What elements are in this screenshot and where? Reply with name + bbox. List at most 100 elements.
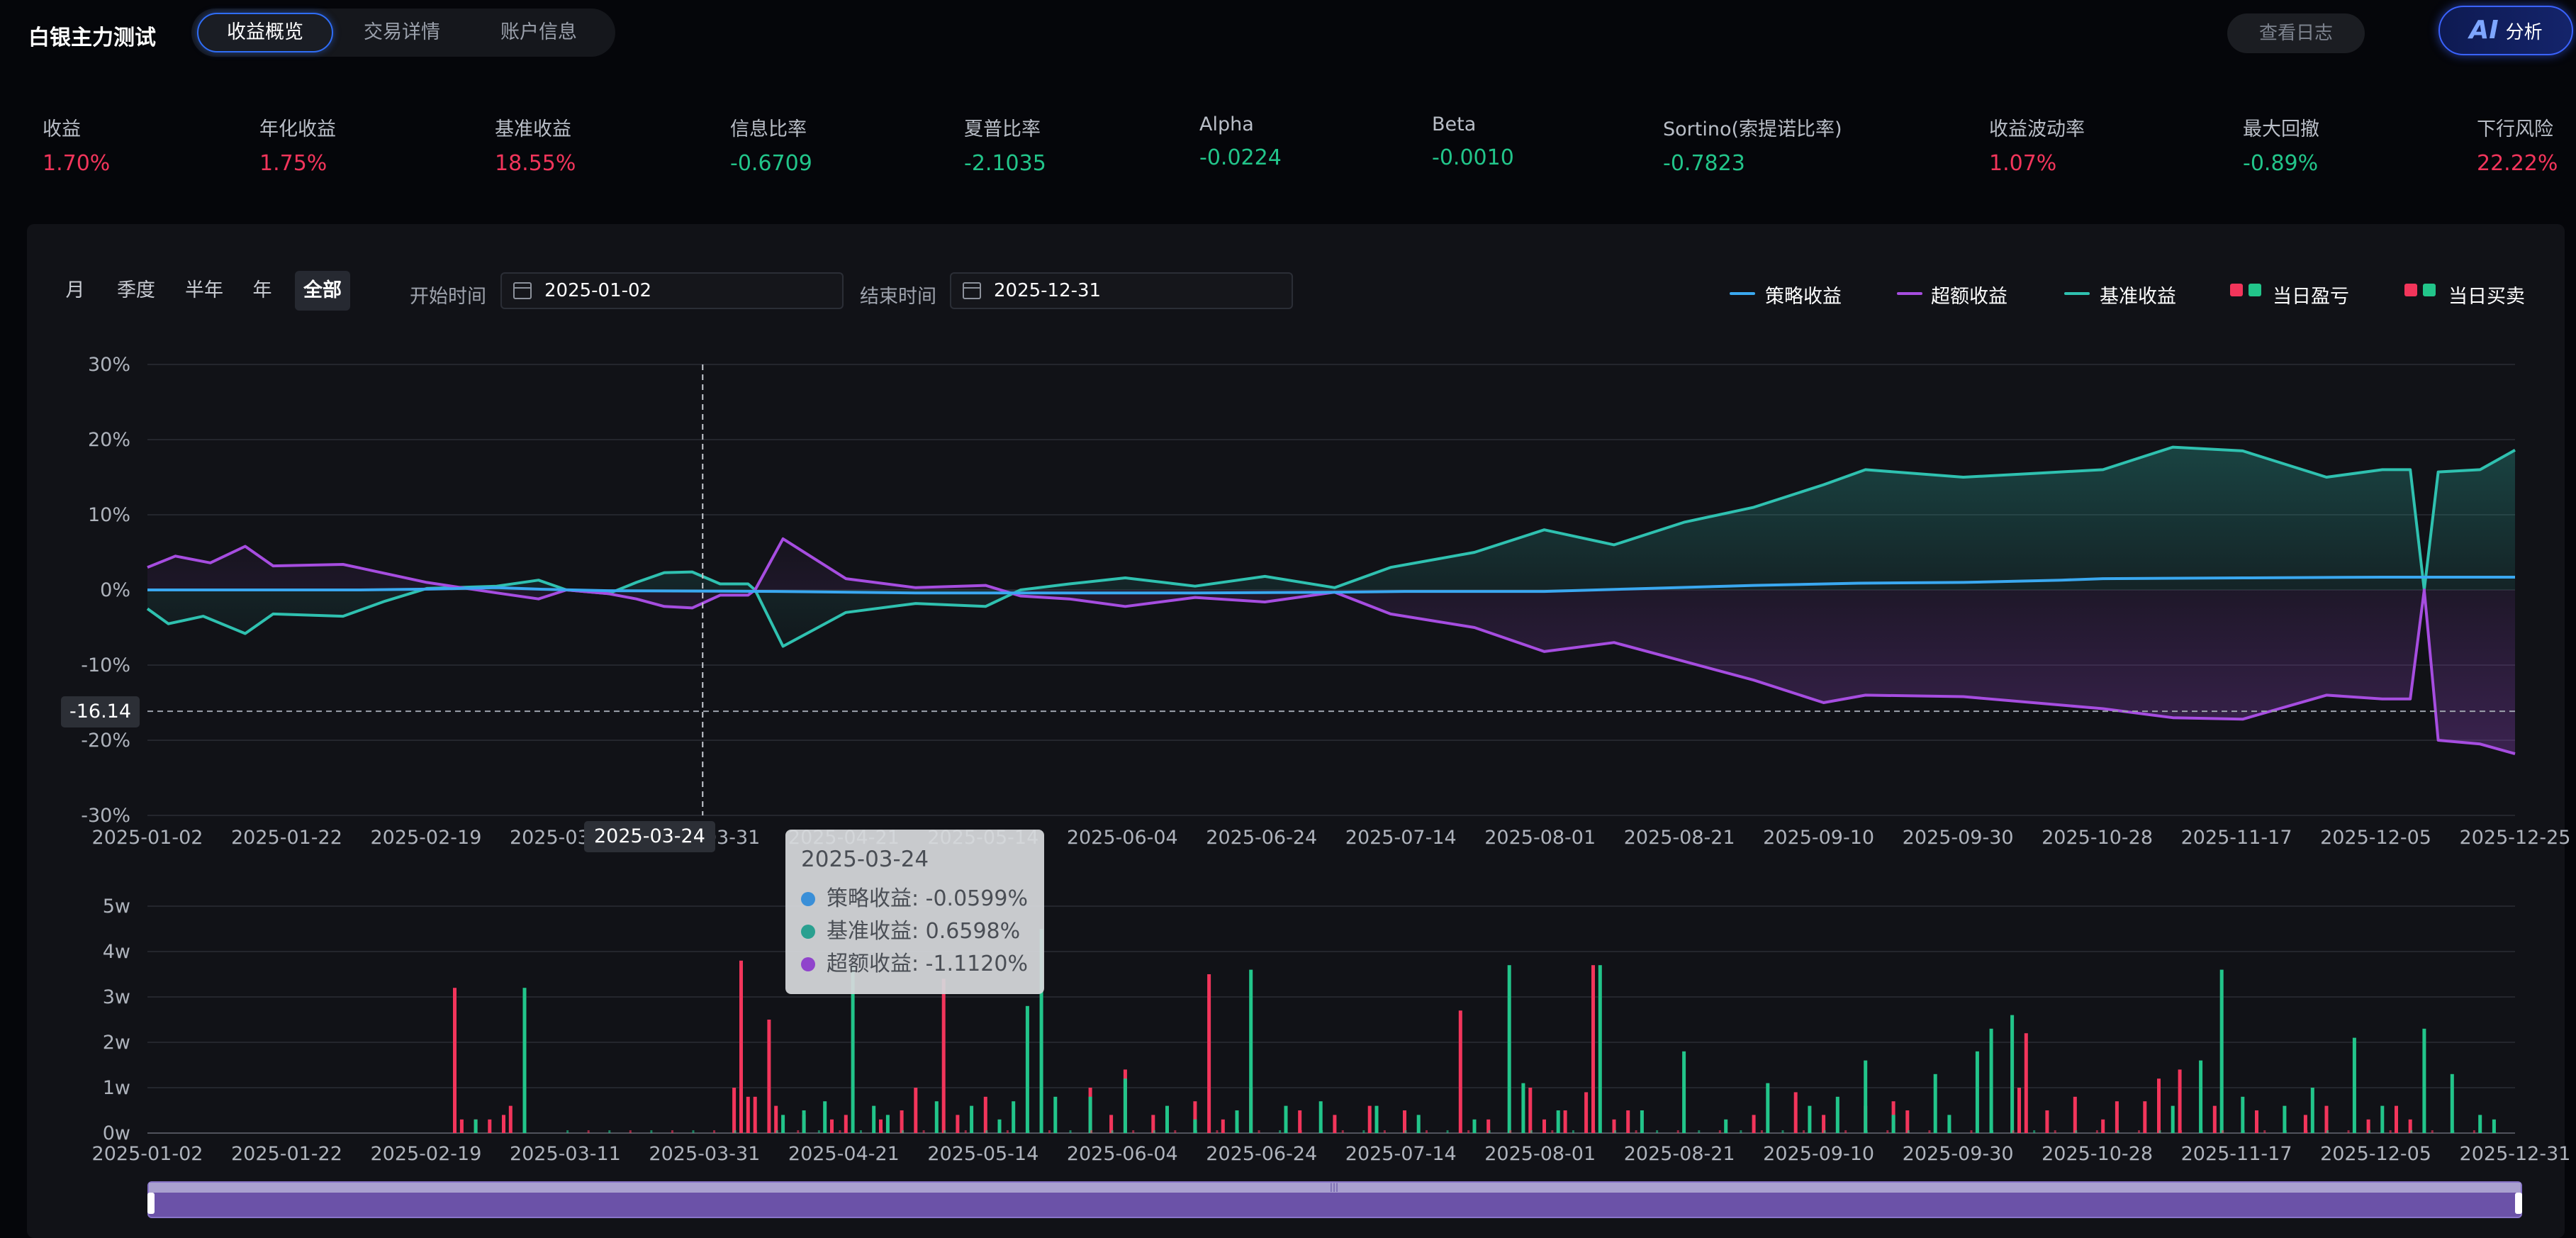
tab-overview[interactable]: 收益概览 [197,13,333,52]
bar-mark [1039,929,1043,1133]
bar-mark-small [1718,1130,1721,1133]
tab-trade-details[interactable]: 交易详情 [364,21,440,43]
crosshair-value-label: -16.14 [61,696,140,727]
metric-8: 收益波动率 1.07% [1989,113,2085,176]
x-tick-label: 2025-01-02 [92,827,203,849]
bar-mark [823,1101,827,1133]
bar-mark [1123,1078,1127,1133]
bar-x-tick-label: 2025-03-11 [510,1143,621,1165]
bar-mark-small [566,1130,569,1133]
bar-mark [2310,1088,2314,1133]
bar-mark-small [859,1130,862,1133]
x-tick-label: 2025-12-25 [2460,827,2571,849]
bar-mark [2024,1033,2028,1133]
bar-mark-small [1236,1130,1239,1133]
bar-mark [1025,1005,1029,1133]
bar-mark-small [1090,1130,1093,1133]
bar-x-tick-label: 2025-08-01 [1484,1143,1596,1165]
bar-mark [1486,1119,1491,1133]
bar-mark-small [1027,1130,1030,1133]
bar-mark-small [2158,1130,2161,1133]
excess-dot-icon [801,957,815,971]
bar-mark [1193,1101,1197,1133]
bar-x-tick-label: 2025-01-22 [231,1143,342,1165]
slider-track [149,1183,2521,1193]
bar-mark-small [1844,1130,1847,1133]
bar-mark-small [734,1130,737,1133]
start-date-value: 2025-01-02 [544,280,652,301]
bar-mark [872,1105,876,1133]
bar-mark [753,1096,757,1133]
period-button-4[interactable]: 全部 [295,271,350,311]
end-date-value: 2025-12-31 [994,280,1102,301]
tooltip-row-excess: 超额收益: -1.1120% [801,946,1028,977]
bar-mark-small [1467,1130,1470,1133]
period-button-3[interactable]: 年 [252,279,272,301]
bar-mark-small [1321,1130,1323,1133]
metric-4: 夏普比率 -2.1035 [964,113,1046,176]
start-time-label: 开始时间 [410,286,486,308]
slider-grip-icon[interactable]: ||| [1329,1182,1339,1192]
bar-mark [2380,1105,2385,1133]
tooltip-date: 2025-03-24 [801,847,929,872]
start-date-input[interactable]: 2025-01-02 [500,272,844,309]
legend-line-icon [1730,292,1755,295]
tooltip-benchmark-text: 基准收益: 0.6598% [827,919,1021,944]
tab-account-info[interactable]: 账户信息 [500,21,577,43]
bar-mark-small [1760,1130,1763,1133]
period-button-1[interactable]: 季度 [117,279,155,301]
bar-mark-small [817,1130,820,1133]
x-tick-label: 2025-08-21 [1624,827,1735,849]
metric-9: 最大回撤 -0.89% [2243,113,2319,176]
bar-mark-small [713,1130,716,1133]
main-tabs: 收益概览 交易详情 账户信息 [191,9,615,57]
bar-y-tick-label: 4w [103,941,130,963]
top-bar: 白银主力测试 收益概览 交易详情 账户信息 查看日志 AI 分析 [0,0,2576,67]
slider-left-handle[interactable] [147,1193,155,1214]
tooltip-strategy-text: 策略收益: -0.0599% [827,886,1028,911]
datazoom-slider[interactable]: ||| [147,1181,2522,1218]
bar-mark-small [1446,1130,1449,1133]
bar-mark-small [2222,1130,2224,1133]
bar-mark [2073,1096,2077,1133]
ai-analysis-button[interactable]: AI 分析 [2438,6,2573,55]
bar-mark [732,1088,737,1133]
slider-right-handle[interactable] [2515,1193,2522,1214]
period-button-0[interactable]: 月 [65,279,85,301]
bar-mark-small [755,1130,758,1133]
legend-label: 当日买卖 [2448,286,2525,308]
bar-mark [2492,1119,2496,1133]
bar-mark-small [629,1130,632,1133]
bar-x-tick-label: 2025-04-21 [788,1143,900,1165]
end-date-input[interactable]: 2025-12-31 [950,272,1293,309]
bar-mark-small [671,1130,673,1133]
bar-mark-small [1593,1130,1596,1133]
bar-mark-small [1865,1130,1868,1133]
bar-mark-small [1635,1130,1637,1133]
bar-mark-small [2452,1130,2455,1133]
bar-mark [934,1101,939,1133]
bar-mark [2366,1119,2370,1133]
view-log-button[interactable]: 查看日志 [2227,13,2365,53]
metric-label: Sortino(索提诺比率) [1663,118,1842,140]
bar-x-tick-label: 2025-12-31 [2460,1143,2571,1165]
metric-7: Sortino(索提诺比率) -0.7823 [1663,113,1842,176]
metric-5: Alpha -0.0224 [1199,113,1282,170]
bar-mark [1752,1115,1756,1133]
period-button-2[interactable]: 半年 [185,279,223,301]
bar-y-tick-label: 0w [103,1122,130,1144]
x-tick-label: 2025-06-04 [1067,827,1178,849]
bar-x-tick-label: 2025-07-14 [1345,1143,1457,1165]
bar-mark-small [922,1130,925,1133]
metric-value: 18.55% [495,151,576,176]
legend-square-icon [2404,284,2417,296]
bar-y-tick-label: 5w [103,896,130,918]
metric-value: 22.22% [2477,151,2558,176]
bar-mark-small [1656,1130,1659,1133]
bar-mark [1822,1115,1826,1133]
bar-mark-small [1174,1130,1177,1133]
metric-label: Alpha [1199,113,1254,135]
bar-mark [1416,1115,1421,1133]
bar-mark [2422,1028,2426,1133]
